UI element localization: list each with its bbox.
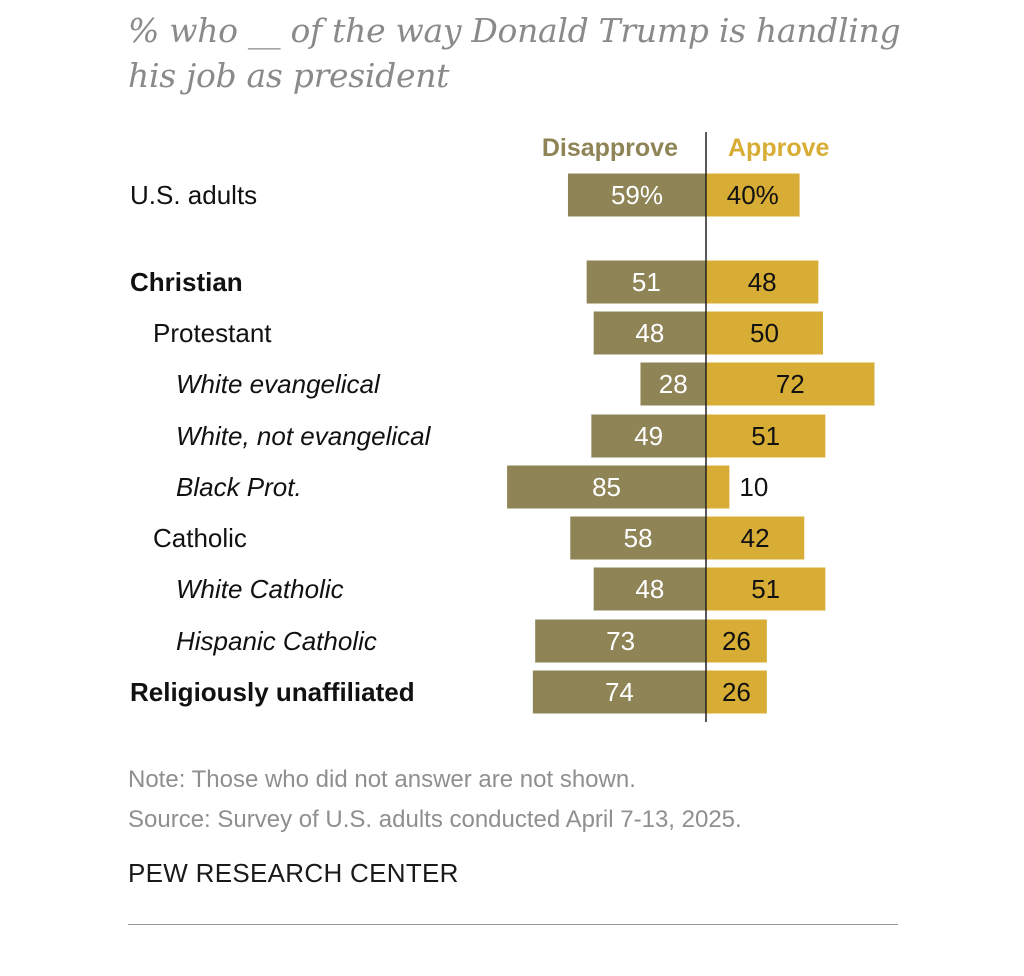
value-disapprove-christian: 51: [632, 267, 661, 297]
bar-disapprove-white-not-evangelical: [591, 414, 706, 458]
value-approve-white-evangelical: 72: [776, 369, 805, 399]
row-label-catholic: Catholic: [153, 523, 247, 553]
value-approve-white-catholic: 51: [751, 574, 780, 604]
value-approve-catholic: 42: [741, 523, 770, 553]
row-label-christian: Christian: [130, 267, 243, 297]
value-disapprove-white-not-evangelical: 49: [634, 421, 663, 451]
row-label-white-not-evangelical: White, not evangelical: [176, 421, 432, 451]
bar-approve-white-not-evangelical: [706, 414, 826, 458]
bar-disapprove-religiously-unaffiliated: [532, 670, 706, 714]
value-approve-u-s-adults: 40%: [727, 180, 779, 210]
chart-note: Note: Those who did not answer are not s…: [128, 766, 636, 793]
footer-divider: [128, 924, 898, 925]
legend-disapprove: Disapprove: [542, 134, 678, 162]
row-label-white-evangelical: White evangelical: [176, 369, 381, 399]
value-disapprove-protestant: 48: [635, 318, 664, 348]
bar-approve-u-s-adults: [706, 173, 800, 217]
bar-approve-protestant: [706, 311, 823, 355]
row-label-black-prot: Black Prot.: [176, 472, 302, 502]
bar-approve-white-evangelical: [706, 362, 875, 406]
row-label-protestant: Protestant: [153, 318, 272, 348]
value-approve-hispanic-catholic: 26: [722, 626, 751, 656]
bar-disapprove-hispanic-catholic: [535, 619, 706, 663]
bar-approve-black-prot: [706, 465, 730, 509]
bar-disapprove-protestant: [593, 311, 706, 355]
bar-approve-christian: [706, 260, 819, 304]
value-approve-black-prot: 10: [739, 472, 768, 502]
value-approve-christian: 48: [748, 267, 777, 297]
value-disapprove-white-catholic: 48: [635, 574, 664, 604]
bar-disapprove-black-prot: [507, 465, 706, 509]
bar-disapprove-christian: [586, 260, 706, 304]
value-approve-protestant: 50: [750, 318, 779, 348]
bar-disapprove-catholic: [570, 516, 706, 560]
value-approve-white-not-evangelical: 51: [751, 421, 780, 451]
chart-title: % who __ of the way Donald Trump is hand…: [128, 11, 901, 95]
bar-approve-hispanic-catholic: [706, 619, 767, 663]
legend-approve: Approve: [728, 134, 830, 162]
value-disapprove-u-s-adults: 59%: [611, 180, 663, 210]
row-label-hispanic-catholic: Hispanic Catholic: [176, 626, 377, 656]
publisher-name: PEW RESEARCH CENTER: [128, 858, 459, 888]
value-disapprove-hispanic-catholic: 73: [606, 626, 635, 656]
value-disapprove-white-evangelical: 28: [659, 369, 688, 399]
value-disapprove-religiously-unaffiliated: 74: [605, 677, 634, 707]
bar-disapprove-white-evangelical: [640, 362, 706, 406]
row-label-religiously-unaffiliated: Religiously unaffiliated: [130, 677, 415, 707]
bar-disapprove-white-catholic: [593, 567, 706, 611]
row-label-u-s-adults: U.S. adults: [130, 180, 257, 210]
diverging-bar-chart: Disapprove Approve U.S. adults 59% 40% Christ…: [130, 132, 875, 722]
value-approve-religiously-unaffiliated: 26: [722, 677, 751, 707]
value-disapprove-black-prot: 85: [592, 472, 621, 502]
row-label-white-catholic: White Catholic: [176, 574, 344, 604]
bar-approve-white-catholic: [706, 567, 826, 611]
chart-source: Source: Survey of U.S. adults conducted …: [128, 806, 742, 833]
bar-disapprove-u-s-adults: [567, 173, 706, 217]
bar-approve-catholic: [706, 516, 805, 560]
value-disapprove-catholic: 58: [624, 523, 653, 553]
bar-approve-religiously-unaffiliated: [706, 670, 767, 714]
